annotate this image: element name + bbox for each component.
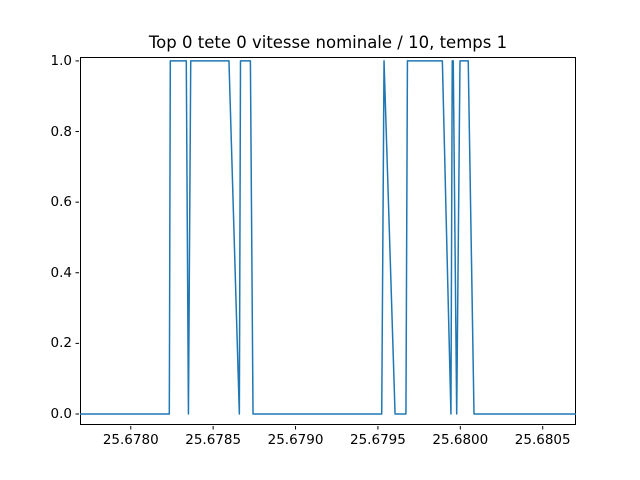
x-tick-label: 25.6795 <box>350 432 406 448</box>
x-tick-label: 25.6790 <box>267 432 324 448</box>
y-tick-label: 0.6 <box>50 194 72 211</box>
y-tick-label: 0.4 <box>50 264 72 281</box>
y-tick-label: 0.2 <box>50 335 72 352</box>
y-tick-label: 0.0 <box>50 405 72 422</box>
x-tick-label: 25.6800 <box>432 432 489 448</box>
chart-title: Top 0 tete 0 vitesse nominale / 10, temp… <box>148 33 508 52</box>
x-tick-label: 25.6780 <box>102 432 159 448</box>
plot-area <box>80 57 576 425</box>
y-tick-label: 1.0 <box>50 52 72 69</box>
signal-line-top-signal <box>80 60 576 415</box>
x-tick-label: 25.6785 <box>185 432 242 448</box>
x-tick-label: 25.6805 <box>514 432 571 448</box>
y-tick-label: 0.8 <box>50 123 72 140</box>
